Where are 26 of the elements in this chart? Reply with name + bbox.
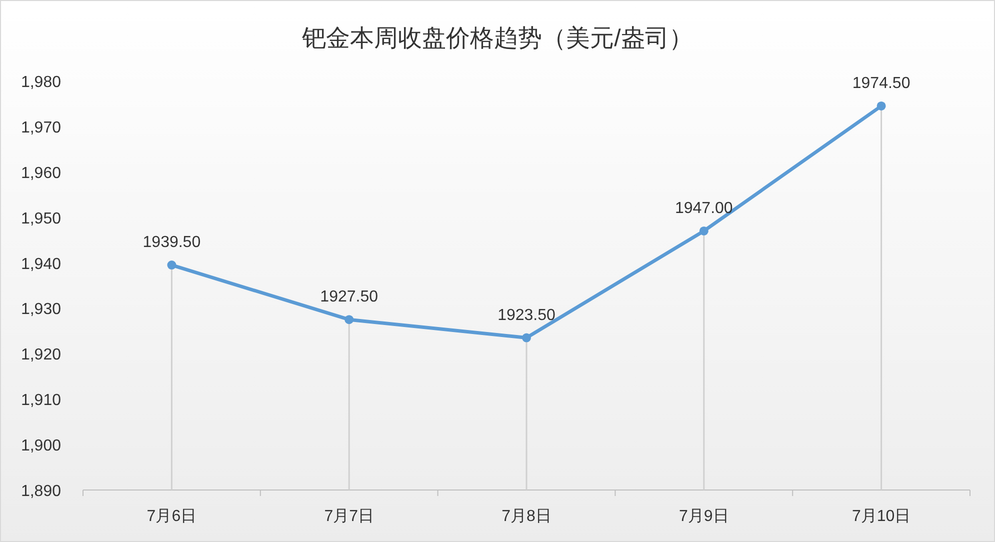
y-tick-label: 1,950: [20, 210, 62, 228]
y-tick-label: 1,970: [20, 119, 62, 136]
point: [699, 226, 708, 236]
point: [344, 315, 354, 324]
y-tick-label: 1,940: [20, 256, 62, 273]
point: [876, 101, 886, 110]
y-tick-label: 1,910: [20, 392, 62, 410]
chart-title: 钯金本周收盘价格趋势（美元/盎司）: [301, 25, 693, 52]
y-tick-label: 1,980: [20, 74, 62, 91]
point: [167, 260, 176, 270]
y-tick-label: 1,960: [20, 164, 62, 182]
data-label: 1947.00: [674, 200, 733, 217]
data-label: 1923.50: [498, 306, 556, 324]
x-tick-label: 7月7日: [324, 508, 374, 525]
y-tick-label: 1,890: [20, 483, 62, 500]
x-tick-label: 7月6日: [146, 508, 197, 525]
data-label: 1974.50: [852, 74, 910, 92]
x-tick-label: 7月10日: [852, 508, 911, 525]
x-tick-label: 7月9日: [679, 508, 729, 525]
x-tick-label: 7月8日: [502, 508, 552, 525]
data-label: 1939.50: [142, 234, 201, 252]
y-tick-label: 1,900: [20, 438, 62, 455]
y-tick-label: 1,920: [20, 346, 62, 364]
y-tick-label: 1,930: [20, 301, 62, 318]
point: [522, 333, 531, 342]
data-label: 1927.50: [320, 288, 378, 306]
